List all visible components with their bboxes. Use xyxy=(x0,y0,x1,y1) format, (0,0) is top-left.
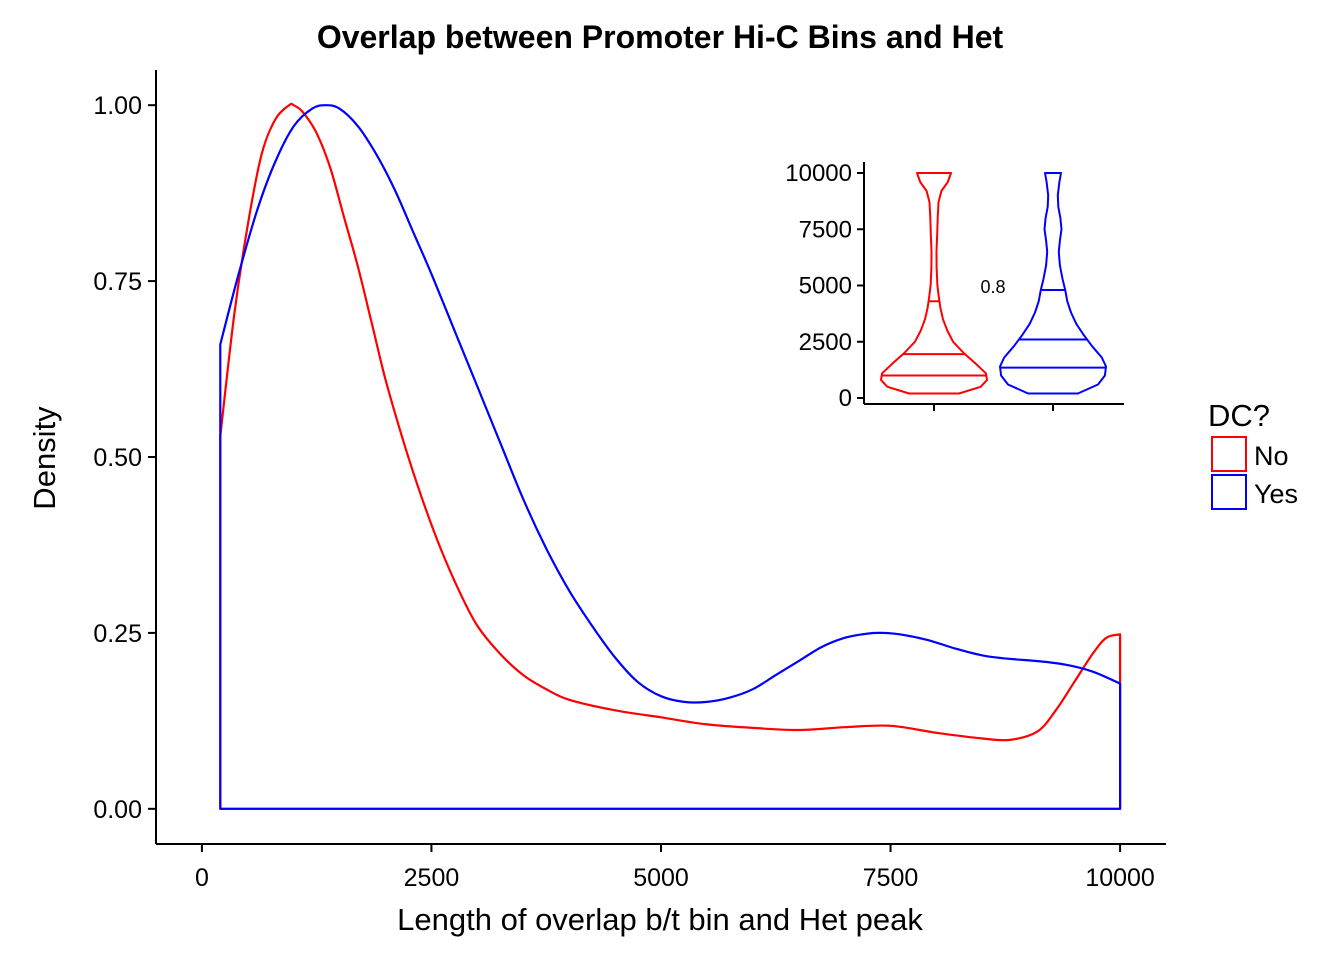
density-series-yes xyxy=(219,104,1122,810)
x-tick-label: 10000 xyxy=(1085,864,1155,892)
y-tick-label: 1.00 xyxy=(93,92,142,120)
x-tick-label: 5000 xyxy=(633,864,689,892)
x-axis-label: Length of overlap b/t bin and Het peak xyxy=(397,902,923,937)
inset-annotation: 0.8 xyxy=(980,277,1005,297)
inset-y-tick-label: 5000 xyxy=(799,273,852,300)
x-tick-label: 2500 xyxy=(404,864,460,892)
y-ticks: 0.00 0.25 0.50 0.75 1.00 xyxy=(93,92,156,824)
y-tick-label: 0.25 xyxy=(93,620,142,648)
inset-y-ticks: 0 2500 5000 7500 10000 xyxy=(785,160,864,412)
legend-label-yes: Yes xyxy=(1254,479,1298,509)
density-series-no xyxy=(219,102,1122,810)
inset-violins xyxy=(880,172,1107,411)
chart-title: Overlap between Promoter Hi-C Bins and H… xyxy=(317,19,1004,55)
x-tick-label: 7500 xyxy=(863,864,919,892)
inset-violin-plot: 0 2500 5000 7500 10000 0.8 xyxy=(785,160,1124,412)
legend: DC? No Yes xyxy=(1208,398,1298,510)
y-tick-label: 0.50 xyxy=(93,444,142,472)
legend-title: DC? xyxy=(1208,398,1270,433)
y-axis-label: Density xyxy=(27,406,62,510)
legend-key-no xyxy=(1211,436,1247,472)
series-layer xyxy=(219,102,1122,810)
y-tick-label: 0.00 xyxy=(93,796,142,824)
y-tick-label: 0.75 xyxy=(93,268,142,296)
legend-key-yes xyxy=(1211,474,1247,510)
legend-entries: No Yes xyxy=(1211,436,1298,510)
x-tick-label: 0 xyxy=(195,864,209,892)
violin-no xyxy=(880,172,988,395)
inset-y-tick-label: 0 xyxy=(839,385,852,412)
x-ticks: 0 2500 5000 7500 10000 xyxy=(195,844,1155,892)
inset-y-tick-label: 7500 xyxy=(799,216,852,243)
inset-y-tick-label: 2500 xyxy=(799,329,852,356)
legend-label-no: No xyxy=(1254,441,1289,471)
violin-yes xyxy=(999,172,1107,395)
inset-y-tick-label: 10000 xyxy=(785,160,852,187)
plot-area: 0 2500 5000 7500 10000 0.00 0.25 0.50 0.75 1.00 xyxy=(93,70,1166,892)
